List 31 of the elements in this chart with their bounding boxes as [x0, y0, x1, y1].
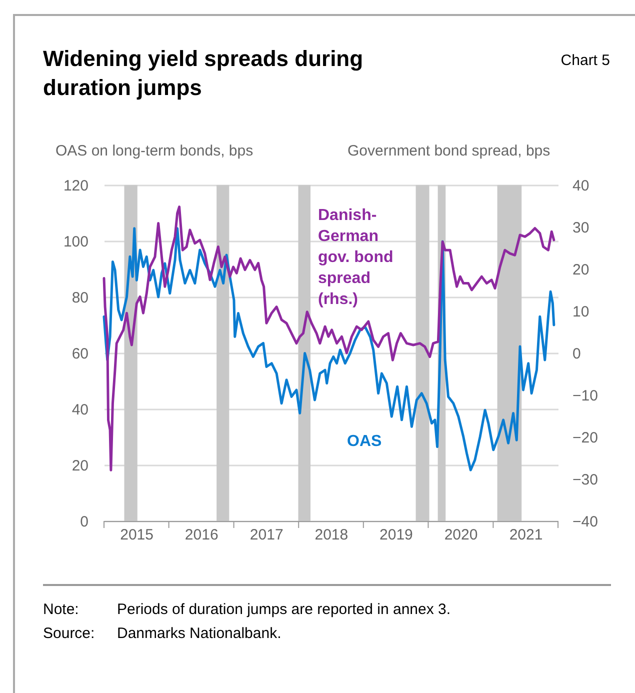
- y2-tick-label: −20: [572, 430, 598, 446]
- series-label: OAS: [347, 433, 382, 450]
- y-tick-label: 40: [72, 402, 88, 418]
- y2-tick-label: −30: [572, 472, 598, 488]
- y2-tick-label: 30: [572, 220, 590, 236]
- y2-axis-title: Government bond spread, bps: [348, 142, 550, 160]
- x-tick-label: 2016: [184, 526, 218, 544]
- y2-tick-label: 40: [572, 178, 590, 194]
- x-tick-label: 2019: [380, 526, 413, 544]
- text: Source: Danmarks Nationalbank.: [43, 625, 282, 642]
- y2-tick-label: −40: [572, 514, 598, 530]
- y-tick-label: 100: [63, 234, 88, 250]
- y-tick-label: 80: [72, 290, 88, 306]
- series-label: Danish-German gov. bond spread (rhs.): [318, 207, 394, 308]
- text: Note: Periods of duration jumps are reported in annex 3.: [43, 601, 451, 618]
- y-tick-label: 20: [72, 458, 88, 474]
- y2-tick-label: 20: [572, 262, 590, 278]
- y-tick-label: 0: [80, 514, 88, 530]
- y2-tick-label: 0: [572, 346, 581, 362]
- y2-tick-label: 10: [572, 304, 590, 320]
- x-tick-label: 2018: [314, 526, 348, 544]
- caption: Chart 5: [560, 52, 610, 69]
- x-tick-label: 2015: [120, 526, 154, 544]
- chart-title: Widening yield spreads during duration jumps: [43, 45, 364, 102]
- x-tick-label: 2017: [250, 526, 284, 544]
- y-tick-label: 60: [72, 346, 88, 362]
- x-tick-label: 2021: [509, 526, 543, 544]
- y2-tick-label: −10: [572, 388, 598, 404]
- x-tick-label: 2020: [444, 526, 478, 544]
- y-tick-label: 120: [63, 178, 88, 194]
- y-axis-title: OAS on long-term bonds, bps: [56, 142, 254, 160]
